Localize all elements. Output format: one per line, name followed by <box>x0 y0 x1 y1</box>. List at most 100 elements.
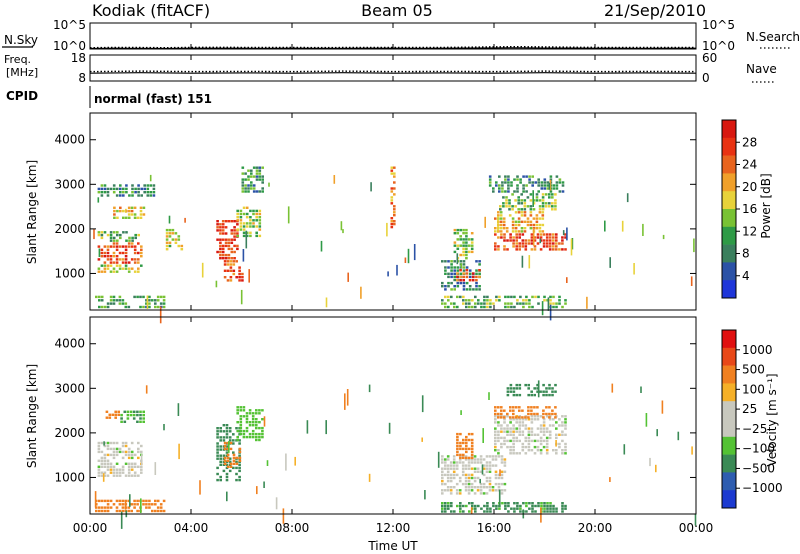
velocity-cell-11 <box>518 416 521 419</box>
velocity-cell-7 <box>492 502 495 505</box>
power-cell-6 <box>221 257 225 260</box>
power-cell-16 <box>554 199 557 202</box>
velocity-cell-8 <box>485 470 489 473</box>
power-cell-6 <box>227 244 231 248</box>
velocity-cell-8 <box>441 492 444 495</box>
power-cell-15 <box>532 217 536 220</box>
power-cell-5 <box>162 305 166 309</box>
power-cell-5 <box>112 302 116 305</box>
power-cell-8 <box>258 219 262 222</box>
power-cell-11 <box>450 260 453 263</box>
velocity-cell-6 <box>242 409 246 412</box>
power-cell-15 <box>529 220 533 223</box>
velocity-cell-7 <box>546 502 549 505</box>
velocity-cell-10 <box>503 427 506 430</box>
velocity-cell-7 <box>471 502 474 505</box>
power-cell-14 <box>552 236 555 239</box>
power-cell-10 <box>474 295 477 299</box>
velocity-cell-4 <box>228 469 232 473</box>
velocity-cell-8 <box>461 467 465 470</box>
velocity-cell-12 <box>551 387 554 390</box>
power-cell-15 <box>541 230 545 233</box>
power-cell-4 <box>125 187 128 191</box>
velocity-cell-8 <box>446 458 450 461</box>
velocity-colorbar-tick-label: −500 <box>742 461 775 475</box>
power-cell-16 <box>502 196 505 199</box>
velocity-cell-6 <box>251 432 255 436</box>
velocity-noise <box>256 486 258 495</box>
power-cell-8 <box>252 212 255 216</box>
power-cell-15 <box>523 227 527 230</box>
power-cell-13 <box>456 244 460 247</box>
velocity-cell-10 <box>539 415 543 418</box>
velocity-cell-8 <box>479 461 483 464</box>
power-cell-1 <box>100 270 104 273</box>
velocity-cell-10 <box>494 449 497 452</box>
velocity-cell-7 <box>516 507 519 510</box>
velocity-cell-10 <box>539 452 543 455</box>
velocity-cell-12 <box>548 383 551 387</box>
power-cell-8 <box>239 228 243 231</box>
velocity-cell-7 <box>447 502 450 505</box>
velocity-cell-9 <box>465 438 468 442</box>
velocity-cell-3 <box>121 509 125 513</box>
power-cell-11 <box>475 272 478 275</box>
velocity-cell-8 <box>449 461 453 464</box>
power-ylabel: Slant Range [km] <box>25 160 39 264</box>
velocity-noise <box>129 494 131 507</box>
power-cell-4 <box>115 187 119 191</box>
velocity-cell-10 <box>536 427 540 430</box>
velocity-cell-6 <box>258 412 261 415</box>
power-cell-12 <box>456 279 459 282</box>
power-cell-14 <box>494 233 497 236</box>
power-cell-8 <box>255 219 258 222</box>
power-cell-17 <box>525 175 528 178</box>
power-cell-14 <box>558 248 561 251</box>
velocity-cell-10 <box>555 449 558 452</box>
velocity-cell-7 <box>531 510 534 513</box>
velocity-cell-0 <box>124 453 128 457</box>
velocity-cell-6 <box>251 421 255 424</box>
power-cell-10 <box>561 305 564 309</box>
power-cell-6 <box>221 232 225 235</box>
power-noise <box>532 228 535 246</box>
power-cell-10 <box>465 305 468 309</box>
power-cell-6 <box>224 238 228 241</box>
power-cell-0 <box>127 261 131 264</box>
velocity-cell-8 <box>464 467 468 470</box>
velocity-colorbar-tick-label: 1000 <box>742 343 773 357</box>
power-cell-2 <box>109 233 113 237</box>
power-cell-8 <box>252 222 255 225</box>
power-cell-0 <box>97 258 101 261</box>
power-cell-4 <box>119 187 122 191</box>
power-cell-14 <box>558 242 561 245</box>
power-cell-15 <box>520 227 524 230</box>
power-cell-9 <box>261 181 264 184</box>
power-cell-13 <box>459 253 462 257</box>
power-cell-11 <box>459 281 463 285</box>
power-cell-13 <box>462 238 465 241</box>
nsearch-tick-top: 10^5 <box>702 18 735 32</box>
velocity-cell-4 <box>216 436 219 439</box>
nave-tick-top: 60 <box>702 51 717 65</box>
power-cell-11 <box>447 272 450 275</box>
power-cell-5 <box>124 302 128 305</box>
velocity-cell-8 <box>449 492 453 495</box>
velocity-cell-10 <box>542 439 546 443</box>
power-cell-0 <box>112 251 116 255</box>
velocity-cell-3 <box>115 509 119 513</box>
power-cell-19 <box>393 166 396 169</box>
velocity-cell-8 <box>488 455 492 458</box>
velocity-cell-0 <box>127 471 131 474</box>
velocity-cell-0 <box>97 459 101 462</box>
velocity-cell-11 <box>497 412 500 416</box>
velocity-cell-7 <box>447 504 450 508</box>
power-noise <box>566 277 568 283</box>
velocity-cell-8 <box>441 470 444 473</box>
velocity-cell-8 <box>491 464 495 467</box>
power-cell-15 <box>541 211 545 214</box>
velocity-cell-10 <box>542 445 546 449</box>
velocity-cell-7 <box>444 510 447 513</box>
power-cell-11 <box>462 281 466 285</box>
